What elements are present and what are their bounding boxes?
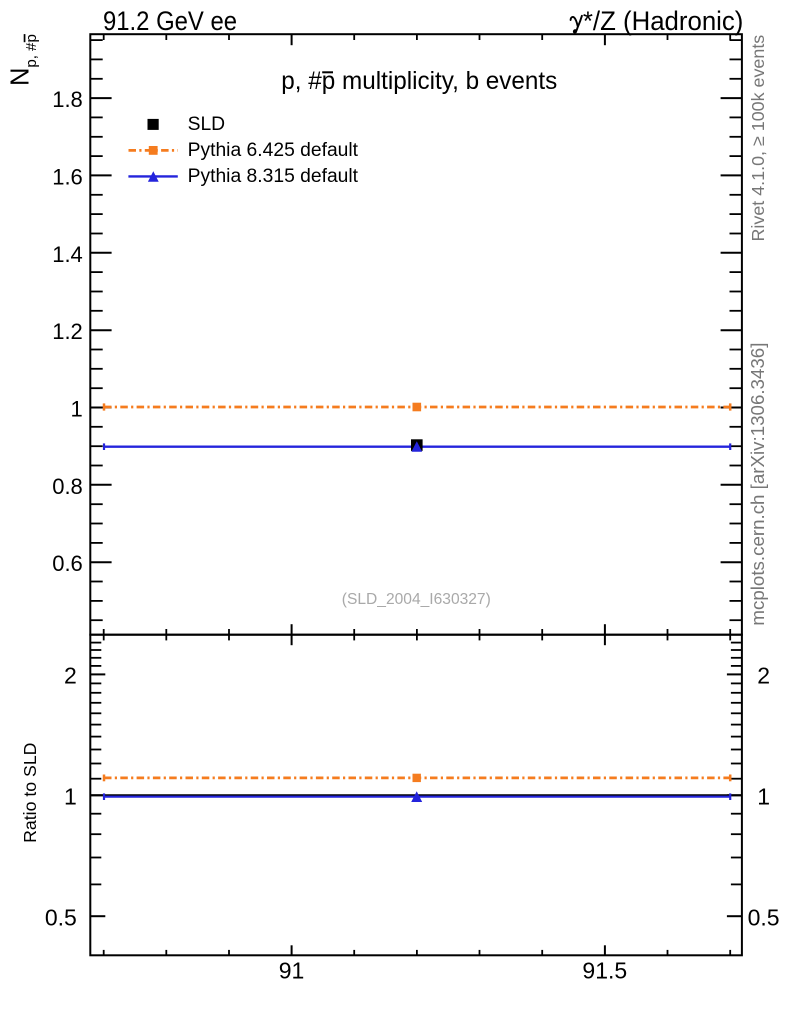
svg-text:2: 2 — [64, 663, 77, 689]
svg-text:SLD: SLD — [188, 114, 226, 135]
svg-text:1: 1 — [757, 784, 770, 810]
svg-text:(SLD_2004_I630327): (SLD_2004_I630327) — [342, 591, 491, 608]
svg-text:1.2: 1.2 — [52, 319, 83, 344]
svg-text:0.8: 0.8 — [52, 474, 83, 499]
svg-text:1.8: 1.8 — [52, 87, 83, 112]
svg-text:0.5: 0.5 — [45, 904, 77, 930]
svg-text:1: 1 — [71, 397, 83, 422]
svg-text:2: 2 — [757, 663, 770, 689]
svg-text:mcplots.cern.ch [arXiv:1306.34: mcplots.cern.ch [arXiv:1306.3436] — [747, 343, 768, 626]
svg-text:1.4: 1.4 — [52, 242, 83, 267]
svg-text:Rivet 4.1.0, ≥ 100k events: Rivet 4.1.0, ≥ 100k events — [748, 35, 768, 242]
svg-text:*/Z (Hadronic): */Z (Hadronic) — [583, 6, 744, 36]
svg-text:Pythia 8.315 default: Pythia 8.315 default — [188, 166, 359, 187]
svg-text:0.5: 0.5 — [748, 904, 780, 930]
svg-text:91: 91 — [279, 957, 305, 983]
svg-text:91.5: 91.5 — [582, 957, 627, 983]
svg-text:91.2 GeV ee: 91.2 GeV ee — [103, 6, 237, 36]
svg-text:Pythia 6.425 default: Pythia 6.425 default — [188, 140, 359, 161]
svg-text:Ratio to SLD: Ratio to SLD — [20, 743, 40, 843]
svg-text:1: 1 — [64, 784, 77, 810]
svg-text:0.6: 0.6 — [52, 551, 83, 576]
svg-text:p, #p multiplicity, b events: p, #p multiplicity, b events — [281, 67, 557, 95]
svg-text:1.6: 1.6 — [52, 164, 83, 189]
